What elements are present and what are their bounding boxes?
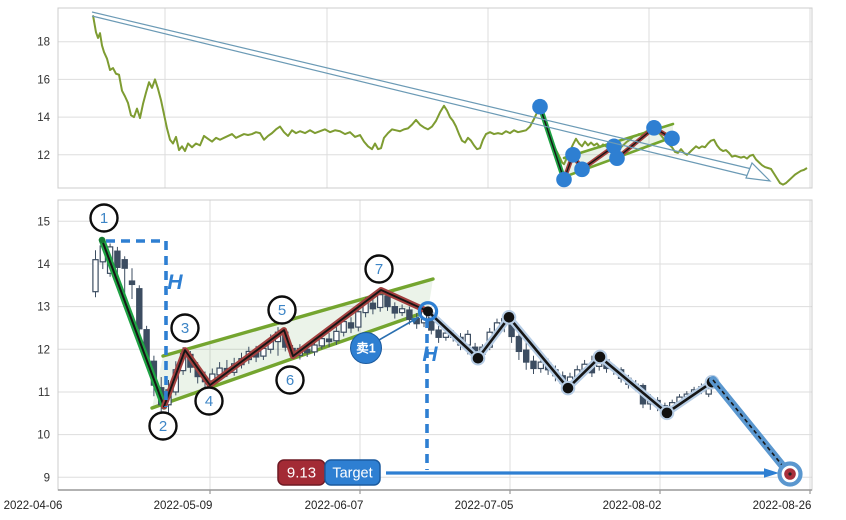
pattern-dot[interactable] [532,98,548,115]
sell-bubble[interactable] [350,332,382,364]
y-tick-label: 12 [37,150,50,162]
pattern-dot[interactable] [574,161,590,178]
y-tick-label: 18 [37,37,50,49]
pattern-dot[interactable] [609,150,625,166]
arrow-head [745,161,772,182]
detail-chart-y-axis-labels: 15 14 13 12 11 10 9 [37,216,50,484]
detail-chart-waves [98,236,431,410]
wave-label-4[interactable]: 4 [194,386,224,416]
candle[interactable] [398,304,406,317]
pattern-dot[interactable] [565,147,581,163]
measurement-dashes [106,239,429,470]
wave-label-5[interactable]: 5 [267,295,297,325]
x-tick-label: 2022-07-05 [455,500,514,512]
wave-number-labels[interactable]: 1 2 3 4 5 6 7 [89,203,394,441]
post-pattern-line [424,307,720,421]
candle[interactable] [530,355,537,375]
arrow-head [764,468,779,478]
y-tick-label: 14 [37,259,50,271]
overview-chart-y-axis-labels: 18 16 14 12 [37,37,50,162]
candle[interactable] [369,298,377,315]
y-tick-label: 13 [37,302,50,314]
candle[interactable] [391,302,399,319]
svg-text:7: 7 [375,261,383,278]
candle[interactable] [347,317,355,334]
trendline-arrow [91,11,772,182]
wave-label-2[interactable]: 2 [148,411,178,441]
x-tick-label: 2022-08-02 [603,500,662,512]
candle[interactable] [325,333,333,348]
pattern-dot[interactable] [556,171,572,188]
wave-label-7[interactable]: 7 [364,254,394,284]
pivot-dot[interactable] [659,405,675,421]
h-measure-label: H [167,271,183,294]
pivot-dot[interactable] [560,380,576,396]
x-tick-label: 2022-04-06 [4,500,63,512]
svg-text:4: 4 [205,393,213,410]
candle[interactable] [121,256,128,294]
sell-dot[interactable] [423,306,433,317]
y-tick-label: 14 [37,112,50,124]
target-price-text: 9.13 [287,465,316,482]
detail-chart-x-axis-labels: 2022-04-06 2022-05-09 2022-06-07 2022-07-05… [4,500,812,512]
pattern-dot[interactable] [664,130,680,147]
pivot-dot[interactable] [470,350,486,366]
height-labels: HH [167,271,438,366]
y-tick-label: 15 [37,216,50,228]
y-tick-label: 16 [37,74,50,86]
candle[interactable] [333,325,340,346]
candle[interactable] [435,325,442,343]
candle[interactable] [355,307,362,332]
target-marker[interactable] [777,461,803,487]
wave-label-6[interactable]: 6 [275,365,305,395]
candle[interactable] [406,306,413,325]
sell-signal[interactable]: 卖1 [350,301,439,364]
x-tick-label: 2022-05-09 [154,500,213,512]
candle[interactable] [128,268,136,299]
h-measure-label: H [422,343,438,366]
sell-bubble-text: 卖1 [356,341,376,356]
candle[interactable] [92,250,99,298]
impulse-start-cap [98,236,106,244]
wave-label-3[interactable]: 3 [170,313,200,343]
forecast-line [709,376,790,474]
y-tick-label: 12 [37,344,50,356]
candle[interactable] [136,285,143,333]
target-annotation: 9.13 Target [277,459,779,486]
overview-price-line [92,15,808,186]
target-label-text: Target [332,466,372,482]
svg-text:1: 1 [100,210,108,227]
pattern-dot[interactable] [646,120,662,136]
pivot-dot[interactable] [592,349,608,365]
x-tick-label: 2022-08-26 [753,500,812,512]
candle[interactable] [515,330,523,360]
pointer-head [411,317,419,324]
target-label-pill[interactable] [324,459,381,486]
y-tick-label: 9 [44,472,50,484]
svg-text:3: 3 [181,320,189,337]
svg-text:6: 6 [286,372,294,389]
pivot-dot[interactable] [501,309,517,325]
y-tick-label: 10 [37,430,50,442]
svg-text:5: 5 [278,302,286,319]
x-tick-label: 2022-06-07 [305,500,364,512]
price-line [92,15,808,186]
y-tick-label: 11 [38,387,50,399]
svg-text:2: 2 [159,418,167,435]
wave-label-1[interactable]: 1 [89,203,119,233]
